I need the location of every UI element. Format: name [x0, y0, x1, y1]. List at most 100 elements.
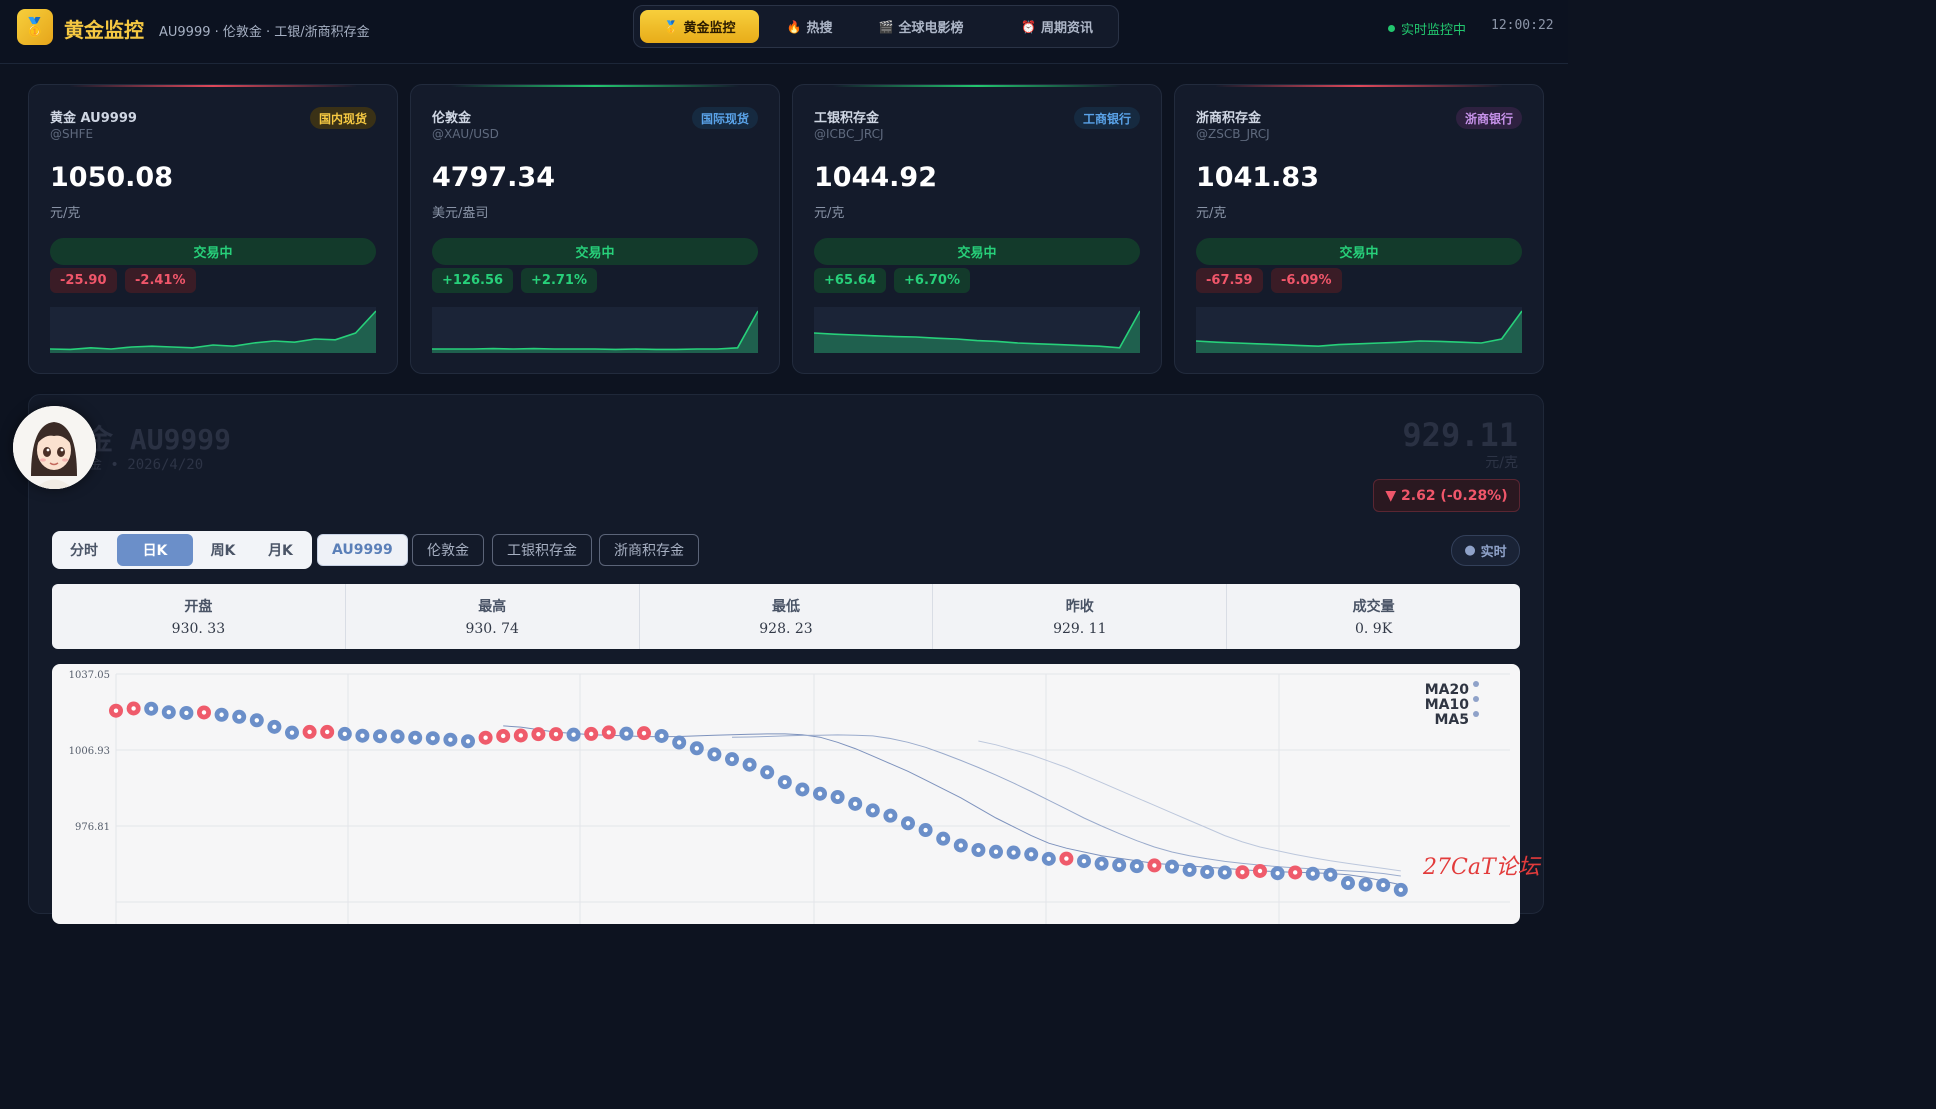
- symbol-icbc[interactable]: 工银积存金: [492, 534, 592, 566]
- legend-label: MA10: [1425, 697, 1470, 713]
- sparkline-line: [50, 310, 376, 351]
- price-card[interactable]: 黄金 AU9999 @SHFE 国内现货 1050.08 元/克 交易中 -25…: [28, 84, 398, 374]
- nav-cycle-news[interactable]: ⏰ 周期资讯: [1002, 10, 1112, 43]
- y-tick-label: 1006.93: [69, 746, 110, 757]
- detail-unit: 元/克: [1485, 455, 1518, 471]
- price-point-center: [800, 787, 805, 792]
- detail-price: 929.11: [1402, 416, 1518, 454]
- card-change-pct: +6.70%: [894, 268, 970, 293]
- sparkline-line: [1196, 310, 1522, 348]
- main-nav: 🥇 黄金监控 🔥 热搜 🎬 全球电影榜 ⏰ 周期资讯: [633, 5, 1119, 48]
- card-change: +65.64: [814, 268, 887, 293]
- sparkline-bg: [1196, 307, 1522, 353]
- legend-dot: [1473, 696, 1479, 702]
- price-point-center: [1328, 872, 1333, 877]
- period-fenshi[interactable]: 分时: [70, 543, 98, 559]
- price-point-center: [1169, 864, 1175, 869]
- watermark: 27CaT论坛: [1423, 855, 1540, 880]
- card-unit: 元/克: [50, 206, 81, 221]
- stat-label: 昨收: [1065, 599, 1094, 615]
- card-badge: 国内现货: [309, 107, 376, 129]
- symbol-zscb[interactable]: 浙商积存金: [599, 534, 699, 566]
- price-point-center: [289, 730, 295, 735]
- symbol-london-gold[interactable]: 伦敦金: [412, 534, 484, 566]
- price-point-center: [1011, 850, 1016, 855]
- price-point-center: [1222, 870, 1228, 875]
- price-point-center: [765, 770, 770, 775]
- price-card[interactable]: 浙商积存金 @ZSCB_JRCJ 浙商银行 1041.83 元/克 交易中 -6…: [1174, 84, 1544, 374]
- trading-status: 交易中: [1196, 238, 1522, 265]
- trading-status: 交易中: [50, 238, 376, 265]
- price-point-center: [1134, 863, 1140, 869]
- card-unit: 元/克: [814, 206, 845, 221]
- price-point-center: [1293, 870, 1298, 875]
- nav-gold-monitor[interactable]: 🥇 黄金监控: [640, 10, 759, 43]
- price-card[interactable]: 伦敦金 @XAU/USD 国际现货 4797.34 美元/盎司 交易中 +126…: [410, 84, 780, 374]
- price-point-center: [395, 734, 400, 739]
- legend-label: MA20: [1425, 682, 1470, 698]
- price-point-center: [1064, 856, 1069, 861]
- price-chart[interactable]: 1037.05 1006.93 976.81 MA20 MA10 MA5: [52, 664, 1520, 924]
- symbol-au9999[interactable]: AU9999: [317, 534, 408, 566]
- stat-label: 最高: [478, 599, 507, 615]
- stat-label: 最低: [771, 599, 800, 615]
- ma-line-ma10: [731, 734, 1401, 877]
- nav-label: 热搜: [806, 21, 833, 36]
- price-point-center: [782, 779, 787, 785]
- price-point-center: [1345, 880, 1351, 886]
- fire-icon: 🔥: [786, 19, 802, 34]
- period-weekly-k[interactable]: 周K: [210, 543, 236, 559]
- realtime-toggle[interactable]: ● 实时: [1451, 535, 1520, 566]
- ohlc-stats: 开盘 930. 33 最高 930. 74 最低 928. 23 昨收 929. 11 …: [52, 584, 1520, 649]
- price-point-center: [923, 827, 928, 833]
- y-tick-label: 976.81: [75, 822, 110, 833]
- price-point-center: [237, 714, 242, 719]
- stat-value: 930. 74: [465, 621, 519, 637]
- price-point-center: [1275, 871, 1280, 876]
- nav-hot-search[interactable]: 🔥 热搜: [772, 10, 847, 43]
- card-change: -67.59: [1196, 268, 1263, 293]
- card-name: 伦敦金: [432, 111, 472, 126]
- price-point-center: [659, 733, 664, 739]
- price-point-center: [465, 739, 471, 744]
- trading-status: 交易中: [432, 238, 758, 265]
- card-price: 1050.08: [50, 162, 173, 193]
- price-point-center: [448, 737, 453, 742]
- period-daily-k[interactable]: 日K: [117, 534, 193, 566]
- price-point-center: [624, 731, 629, 736]
- card-code: @SHFE: [50, 127, 94, 141]
- price-point-center: [1029, 852, 1034, 857]
- stat-value: 0. 9K: [1354, 621, 1393, 637]
- price-point-center: [483, 735, 488, 740]
- sparkline-line: [814, 310, 1140, 349]
- price-point-center: [518, 733, 523, 738]
- period-toggle-group: 分时 日K 周K 月K: [52, 531, 312, 569]
- price-point-center: [113, 708, 119, 713]
- legend-label: MA5: [1434, 712, 1469, 728]
- card-topline: [451, 85, 739, 87]
- period-monthly-k[interactable]: 月K: [268, 543, 293, 559]
- realtime-label: 实时: [1480, 545, 1507, 560]
- price-point-center: [536, 731, 541, 737]
- y-tick-label: 1037.05: [69, 670, 110, 681]
- price-point-center: [1363, 882, 1368, 887]
- card-badge: 国际现货: [691, 107, 758, 129]
- nav-movie-rank[interactable]: 🎬 全球电影榜: [866, 10, 976, 43]
- price-point-center: [835, 794, 840, 800]
- legend-dot: [1473, 711, 1479, 717]
- price-card[interactable]: 工银积存金 @ICBC_JRCJ 工商银行 1044.92 元/克 交易中 +6…: [792, 84, 1162, 374]
- sparkline-area: [814, 311, 1140, 353]
- card-name: 黄金 AU9999: [50, 111, 137, 126]
- card-code: @XAU/USD: [432, 127, 499, 141]
- card-unit: 美元/盎司: [432, 206, 489, 221]
- brand-subtitle: AU9999 · 伦敦金 · 工银/浙商积存金: [159, 25, 370, 40]
- price-point-center: [694, 746, 699, 751]
- card-change: +126.56: [432, 268, 514, 293]
- live-label: 实时监控中: [1401, 23, 1467, 38]
- card-badge: 浙商银行: [1455, 107, 1522, 129]
- card-name: 浙商积存金: [1196, 111, 1262, 126]
- avatar-girl-icon[interactable]: [13, 406, 96, 489]
- price-point-center: [1381, 882, 1386, 888]
- detail-change-badge: ▼ 2.62 (-0.28%): [1373, 479, 1520, 512]
- price-point-center: [1240, 870, 1245, 875]
